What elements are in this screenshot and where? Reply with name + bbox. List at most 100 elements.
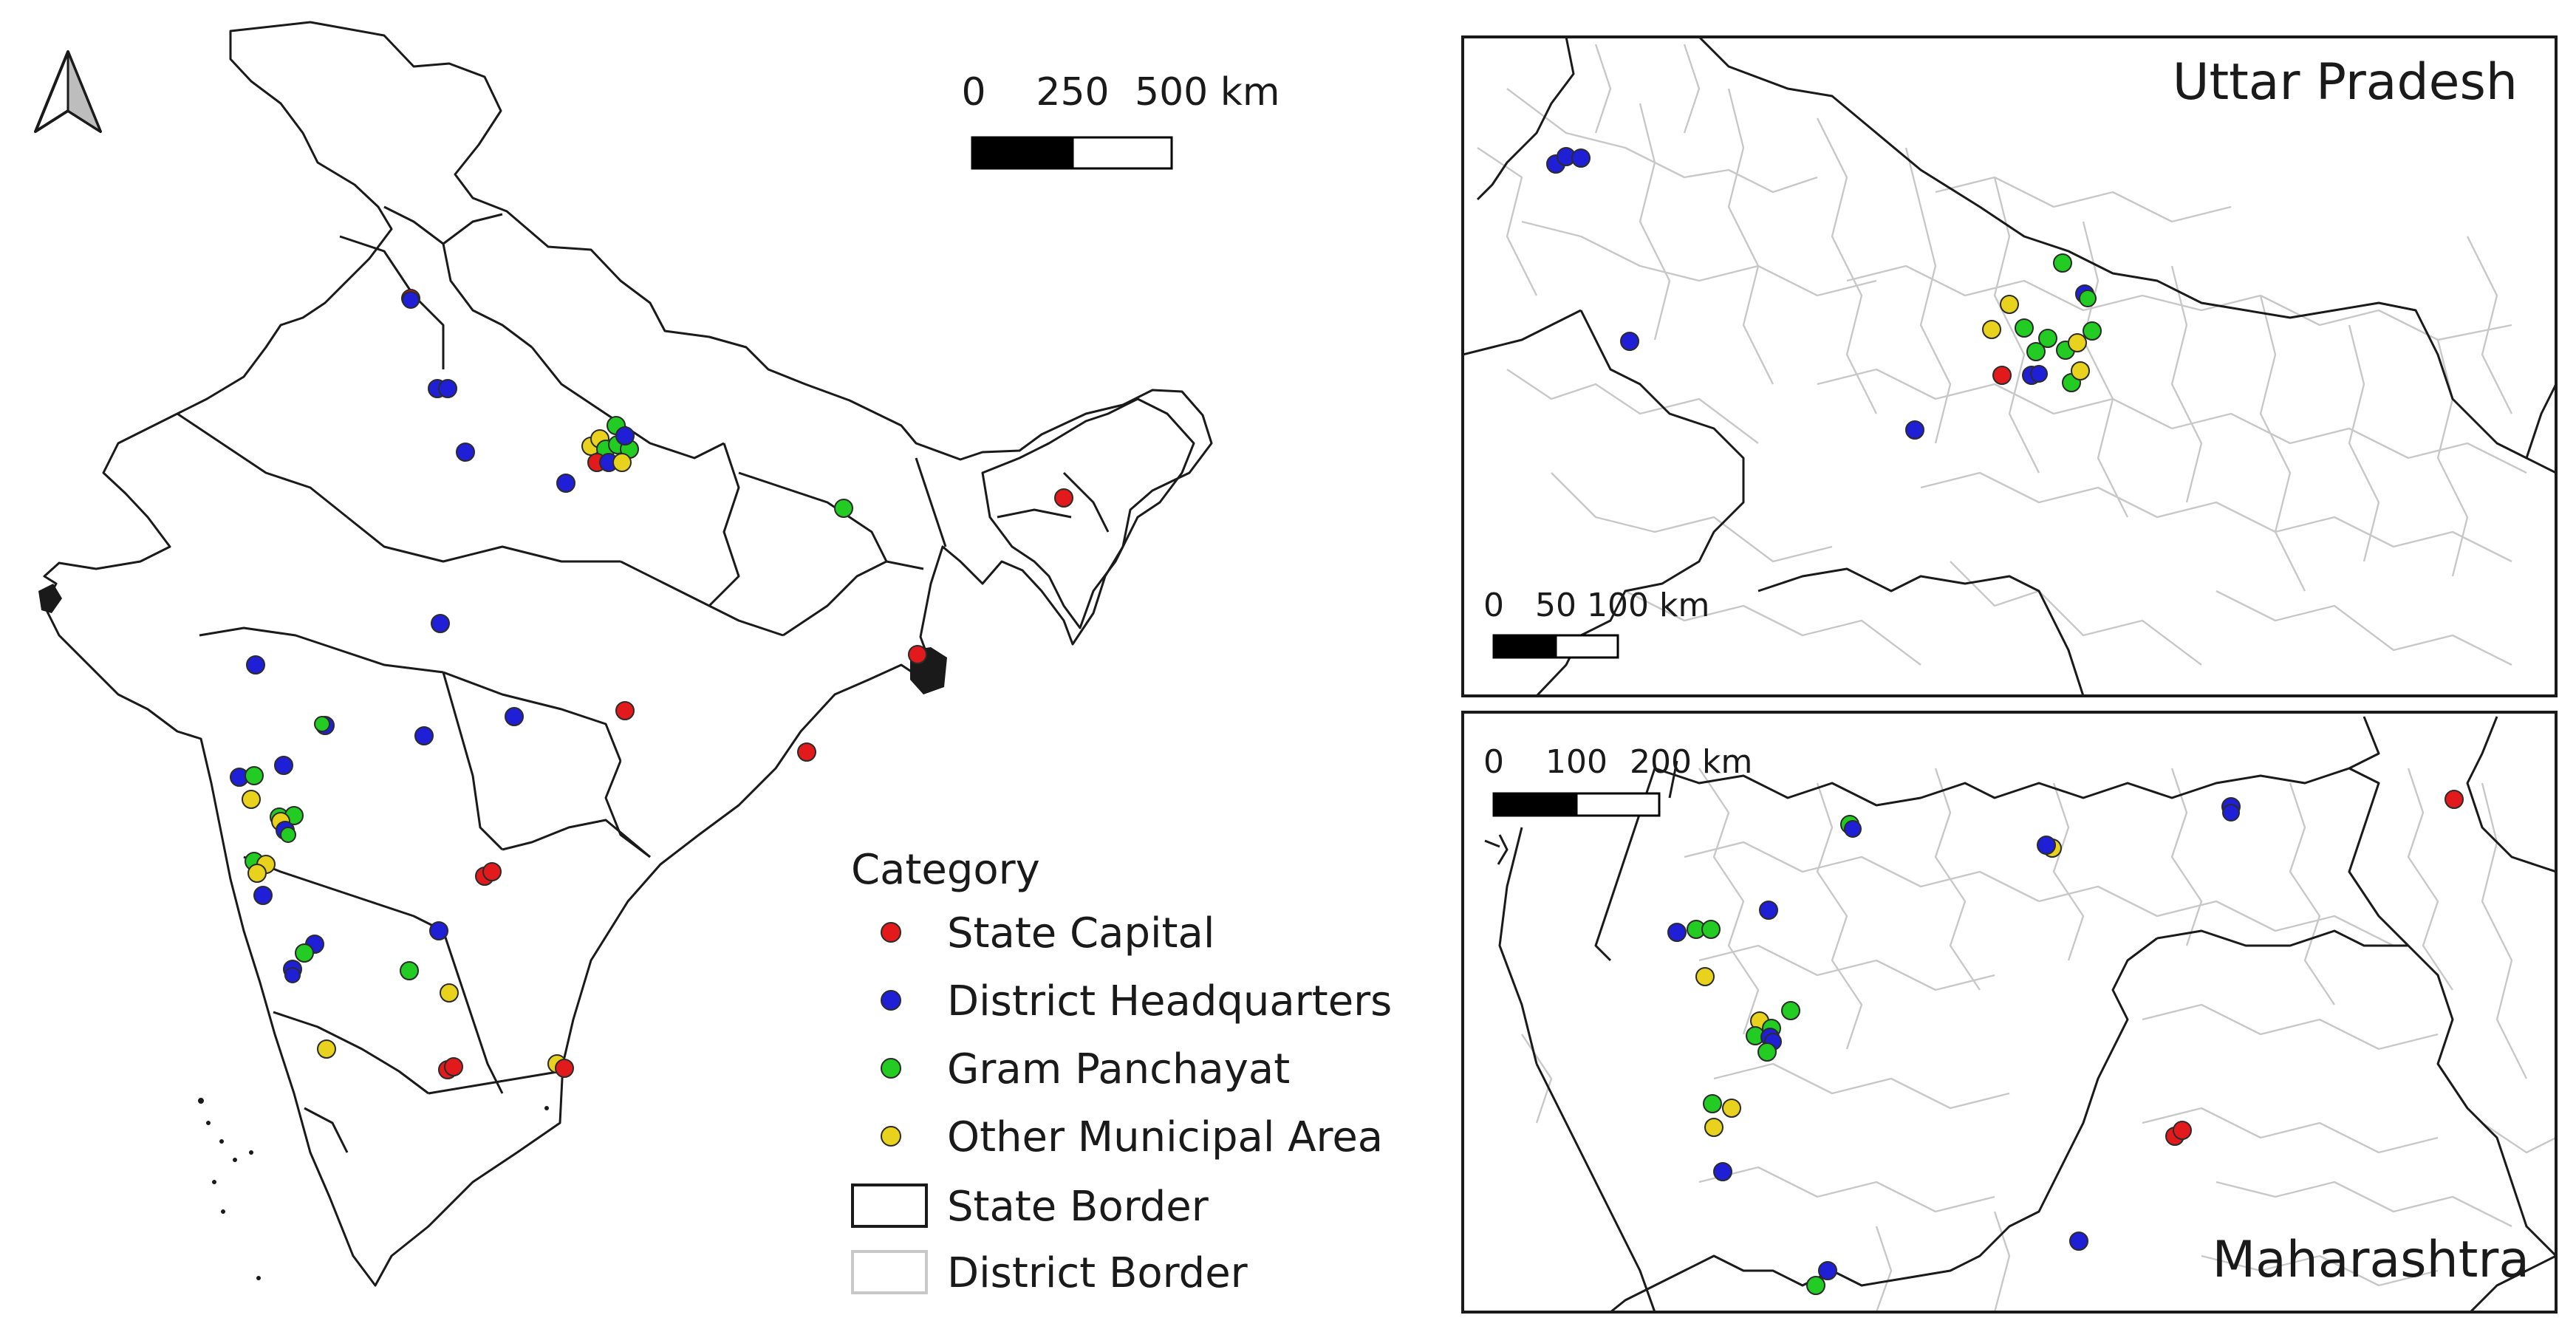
india-scalebar: 0 250 500 km — [961, 70, 1280, 170]
legend-label: Gram Panchayat — [947, 1045, 1290, 1093]
up-inset-frame — [1461, 35, 2558, 697]
point-district-hq — [2222, 804, 2240, 822]
north-arrow-icon — [34, 50, 102, 133]
mh-state-border — [1654, 767, 2556, 1257]
scalebar-tick: 250 — [1036, 70, 1109, 115]
point-other-municipal — [612, 453, 632, 472]
scalebar-tick: 500 km — [1135, 70, 1280, 115]
mh-inset-frame — [1461, 711, 2558, 1314]
legend-symbol-gram-panchayat — [881, 1058, 901, 1079]
inset-title: Maharashtra — [2212, 1231, 2529, 1289]
point-gram-panchayat — [280, 827, 296, 843]
point-district-hq — [431, 614, 450, 633]
scalebar-tick: 100 — [1545, 743, 1608, 781]
point-district-hq — [402, 291, 420, 309]
mh-scalebar: 0 100 200 km — [1483, 743, 1752, 817]
point-other-municipal — [2068, 333, 2087, 352]
point-district-hq — [414, 726, 434, 745]
point-district-hq — [1620, 332, 1639, 351]
point-other-municipal — [1982, 320, 2001, 339]
northeast-outline — [981, 397, 1195, 629]
point-state-capital — [1054, 488, 1073, 508]
point-state-capital — [2445, 790, 2464, 809]
legend-symbol-state-capital — [881, 922, 901, 943]
up-points — [1546, 147, 2102, 440]
point-district-hq — [274, 756, 293, 775]
point-gram-panchayat — [834, 499, 853, 518]
point-district-hq — [429, 921, 448, 940]
legend-title: Category — [851, 846, 1040, 894]
islands — [198, 1098, 549, 1280]
point-gram-panchayat — [2079, 290, 2097, 307]
point-district-hq — [1713, 1162, 1732, 1181]
india-map: 0 250 500 km — [34, 21, 1280, 1287]
legend-label: Other Municipal Area — [947, 1113, 1383, 1161]
legend-symbol-state-border — [851, 1184, 928, 1228]
mh-district-borders — [1521, 768, 2556, 1312]
up-state-border — [1698, 37, 2556, 474]
point-district-hq — [246, 655, 265, 674]
legend: Category State Capital District Headquar… — [851, 846, 1392, 1297]
point-district-hq — [2030, 365, 2048, 383]
point-other-municipal — [2071, 361, 2090, 380]
point-gram-panchayat — [2083, 321, 2102, 341]
legend-symbol-district-hq — [881, 990, 901, 1011]
point-gram-panchayat — [400, 961, 419, 980]
point-other-municipal — [1704, 1118, 1723, 1137]
legend-label: District Border — [947, 1249, 1248, 1297]
point-district-hq — [556, 474, 575, 493]
point-district-hq — [438, 379, 457, 398]
gujarat-coast-detail — [38, 584, 62, 613]
point-district-hq — [505, 707, 524, 726]
point-state-capital — [908, 645, 927, 664]
point-district-hq — [456, 443, 475, 462]
point-district-hq — [253, 886, 273, 905]
point-other-municipal — [242, 790, 261, 809]
point-district-hq — [1844, 820, 1862, 838]
point-gram-panchayat — [2053, 253, 2072, 273]
scalebar-tick: 200 km — [1630, 743, 1752, 781]
scalebar-tick: 0 — [1483, 587, 1504, 624]
point-gram-panchayat — [314, 716, 330, 732]
point-state-capital — [2173, 1121, 2192, 1140]
scalebar-tick: 50 — [1535, 587, 1576, 624]
legend-symbol-district-border — [851, 1250, 928, 1294]
legend-label: State Border — [947, 1183, 1209, 1231]
point-gram-panchayat — [2038, 329, 2057, 348]
point-gram-panchayat — [2026, 342, 2046, 361]
legend-label: District Headquarters — [947, 977, 1392, 1025]
point-district-hq — [615, 426, 635, 445]
point-state-capital — [555, 1059, 574, 1078]
point-gram-panchayat — [295, 943, 314, 963]
point-gram-panchayat — [1781, 1001, 1800, 1020]
point-other-municipal — [440, 983, 459, 1003]
point-state-capital — [1992, 366, 2012, 385]
point-state-capital — [482, 862, 502, 881]
point-district-hq — [1667, 923, 1687, 942]
point-district-hq — [1905, 420, 1924, 440]
up-district-borders — [1477, 44, 2527, 666]
india-outline — [43, 21, 1213, 1287]
point-district-hq — [284, 967, 301, 983]
point-gram-panchayat — [1703, 1094, 1722, 1113]
point-gram-panchayat — [2015, 318, 2034, 338]
point-state-capital — [615, 701, 635, 720]
inset-title: Uttar Pradesh — [2173, 53, 2518, 112]
point-other-municipal — [2000, 295, 2019, 314]
scalebar-tick: 0 — [961, 70, 985, 115]
india-points — [230, 289, 1073, 1079]
point-state-capital — [444, 1057, 463, 1076]
inset-maharashtra: Maharashtra 0 100 200 km — [1461, 711, 2558, 1314]
scalebar-tick: 100 km — [1587, 587, 1709, 624]
point-gram-panchayat — [1806, 1276, 1825, 1295]
mh-points — [1667, 790, 2464, 1295]
inset-uttar-pradesh: Uttar Pradesh 0 50 100 km — [1461, 35, 2558, 697]
point-other-municipal — [317, 1039, 336, 1059]
point-district-hq — [2037, 836, 2056, 855]
legend-label: State Capital — [947, 909, 1214, 957]
point-other-municipal — [1722, 1099, 1741, 1118]
point-district-hq — [1818, 1261, 1837, 1280]
legend-symbol-other-municipal — [881, 1126, 901, 1147]
point-gram-panchayat — [245, 766, 264, 785]
